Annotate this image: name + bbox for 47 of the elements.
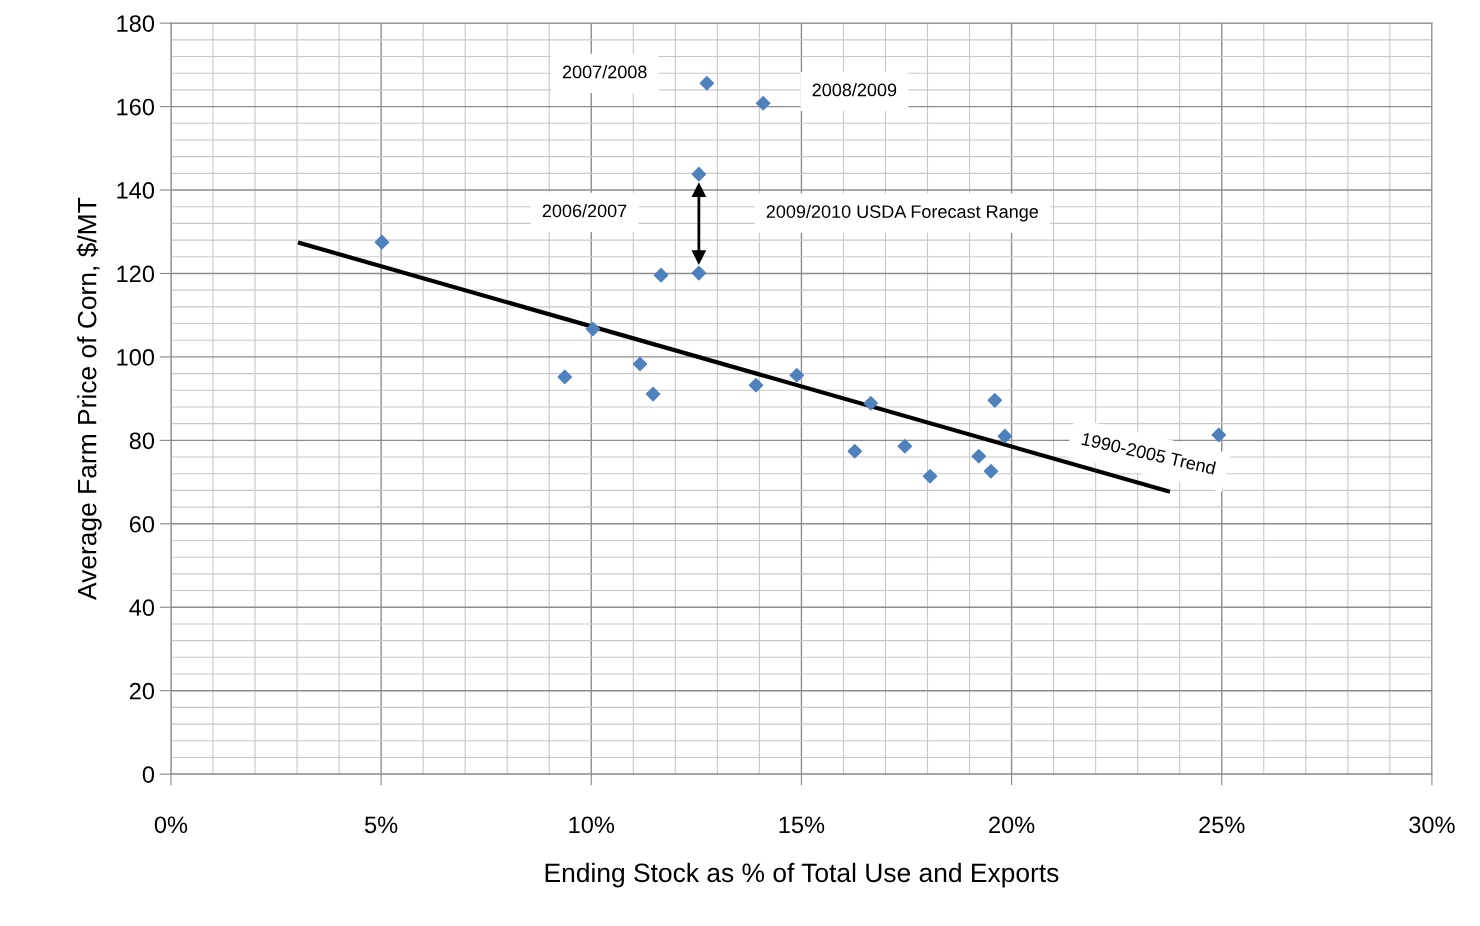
annotation: 2007/2008	[562, 65, 647, 79]
point	[691, 183, 706, 197]
point	[863, 395, 879, 411]
point	[847, 443, 863, 459]
point	[789, 367, 805, 383]
y-tick-label: 120	[117, 265, 155, 283]
point	[653, 267, 669, 283]
point	[691, 250, 706, 265]
point	[691, 166, 707, 182]
y-tick-label: 60	[129, 515, 155, 533]
y-tick-label: 40	[129, 599, 155, 617]
x-axis-title: Ending Stock as % of Total Use and Exports	[545, 862, 1059, 888]
annotation: 1990-2005 Trend	[1081, 431, 1216, 475]
x-tick-label: 0%	[154, 816, 188, 834]
point	[632, 356, 648, 372]
x-tick-label: 30%	[1409, 816, 1455, 834]
point	[897, 438, 913, 454]
point	[645, 386, 661, 402]
point	[691, 265, 707, 281]
y-tick-label: 80	[129, 432, 155, 450]
y-tick-label: 180	[117, 15, 155, 32]
y-tick-label: 140	[117, 182, 155, 199]
y-axis-title: Average Farm Price of Corn, $/MT	[76, 197, 102, 600]
point	[748, 378, 764, 393]
x-tick-label: 10%	[569, 816, 615, 834]
y-tick-label: 20	[129, 682, 155, 700]
point	[987, 393, 1003, 408]
annotation: 2008/2009	[812, 83, 897, 97]
point	[585, 321, 601, 337]
point	[1211, 427, 1227, 443]
x-tick-label: 15%	[779, 816, 825, 834]
y-tick-label: 0	[142, 766, 155, 783]
point	[557, 369, 573, 385]
x-tick-label: 20%	[989, 816, 1035, 834]
point	[699, 75, 715, 91]
point	[922, 468, 938, 484]
x-tick-label: 5%	[364, 816, 398, 834]
annotation: 2009/2010 USDA Forecast Range	[766, 204, 1039, 222]
x-tick-label: 25%	[1199, 816, 1245, 834]
y-tick-label: 160	[117, 98, 155, 116]
y-tick-label: 100	[117, 348, 155, 366]
point	[374, 234, 390, 250]
point	[997, 428, 1013, 444]
point	[971, 448, 987, 464]
point	[755, 95, 771, 111]
point	[983, 463, 999, 479]
annotation: 2006/2007	[542, 203, 627, 218]
